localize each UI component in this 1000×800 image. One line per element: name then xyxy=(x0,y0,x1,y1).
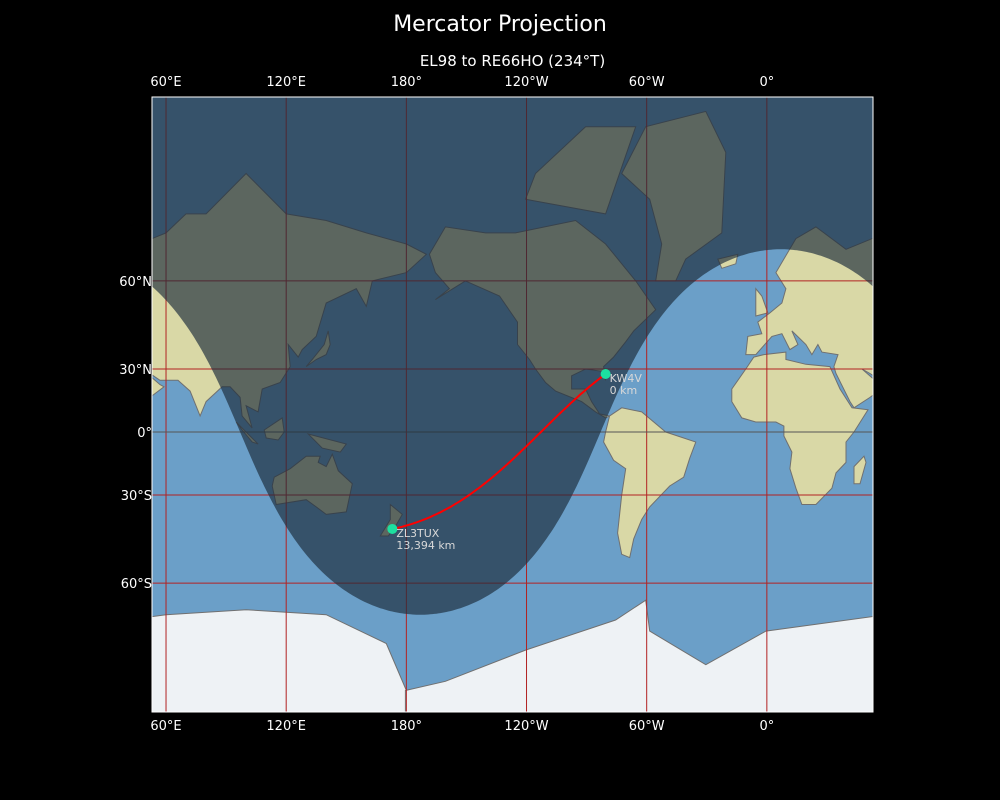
lon-label-bottom: 180° xyxy=(391,719,422,734)
lon-label-top: 180° xyxy=(391,75,422,90)
land-madagascar xyxy=(134,456,146,484)
station-call: KW4V xyxy=(610,372,643,385)
station-marker xyxy=(600,369,611,380)
night-shading xyxy=(152,97,873,615)
lat-label: 30°N xyxy=(119,363,152,378)
lon-label-bottom: 120°W xyxy=(504,719,548,734)
land-madagascar xyxy=(853,455,867,485)
land-iceland xyxy=(0,254,18,268)
lat-label: 60°S xyxy=(121,577,152,592)
lat-label: 30°S xyxy=(121,489,152,504)
land-britain xyxy=(36,289,48,316)
axis-ticks: 60°E 60°E 120°E 120°E 180° 180° 120°W 120°W 60°W… xyxy=(119,75,774,734)
lon-label-top: 120°W xyxy=(504,75,548,90)
land-greenland xyxy=(0,111,6,281)
land-britain xyxy=(755,287,769,317)
lon-label-top: 0° xyxy=(759,75,774,90)
station-call: ZL3TUX xyxy=(396,527,439,540)
lon-label-bottom: 120°E xyxy=(266,719,306,734)
station-distance: 0 km xyxy=(610,384,638,397)
lat-label: 0° xyxy=(137,426,152,441)
lon-label-top: 60°W xyxy=(629,75,665,90)
map-frame xyxy=(151,96,874,713)
lat-label: 60°N xyxy=(119,275,152,290)
land-antarctica xyxy=(404,599,873,712)
map-subtitle: EL98 to RE66HO (234°T) xyxy=(419,52,606,70)
land-south-america xyxy=(603,407,697,559)
great-circle-path xyxy=(392,373,607,530)
lon-label-bottom: 60°E xyxy=(150,719,181,734)
station-distance: 13,394 km xyxy=(396,539,455,552)
lon-label-top: 60°E xyxy=(150,75,181,90)
lon-label-bottom: 60°W xyxy=(629,719,665,734)
figure-title: Mercator Projection xyxy=(393,12,607,37)
lon-label-bottom: 0° xyxy=(759,719,774,734)
lon-label-top: 120°E xyxy=(266,75,306,90)
station-marker xyxy=(387,523,398,534)
land-sumatra xyxy=(956,422,978,444)
land-africa xyxy=(731,351,869,505)
land-borneo xyxy=(984,418,1000,440)
land-antarctica xyxy=(152,609,407,712)
land-australia xyxy=(992,454,1000,514)
